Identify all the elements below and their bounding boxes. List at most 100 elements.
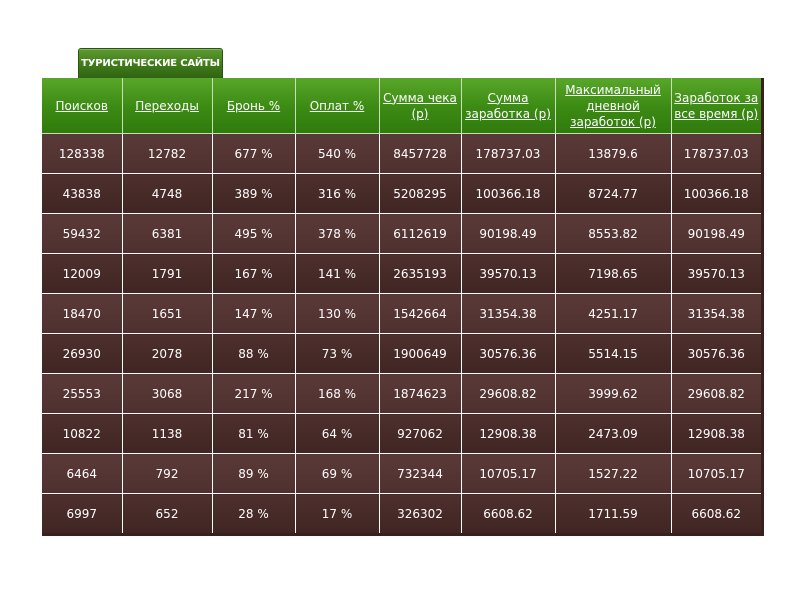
table-cell-booking-percent: 88 %: [212, 333, 296, 374]
table-cell-max-daily-earnings: 1711.59: [555, 493, 672, 533]
table-cell-payment-percent: 540 %: [295, 133, 380, 174]
table-cell-clicks: 792: [122, 453, 213, 494]
table-cell-total-earnings: 6608.62: [671, 493, 761, 533]
table-cell-payment-percent: 17 %: [295, 493, 380, 533]
table-cell-searches: 43838: [42, 173, 123, 214]
table-cell-total-earnings: 100366.18: [671, 173, 761, 214]
table-cell-earnings-sum: 29608.82: [461, 373, 556, 414]
table-cell-earnings-sum: 31354.38: [461, 293, 556, 334]
table-cell-booking-percent: 81 %: [212, 413, 296, 454]
table-row: 128338 12782 677 % 540 % 8457728 178737.03 138…: [42, 133, 761, 174]
table-cell-booking-percent: 217 %: [212, 373, 296, 414]
table-cell-earnings-sum: 10705.17: [461, 453, 556, 494]
table-cell-searches: 10822: [42, 413, 123, 454]
column-header-searches[interactable]: Поисков: [42, 78, 123, 134]
table-cell-total-earnings: 178737.03: [671, 133, 761, 174]
table-cell-max-daily-earnings: 13879.6: [555, 133, 672, 174]
table-body: 128338 12782 677 % 540 % 8457728 178737.03 138…: [42, 133, 761, 533]
table-cell-booking-percent: 677 %: [212, 133, 296, 174]
table-cell-check-sum: 8457728: [379, 133, 462, 174]
table-cell-check-sum: 927062: [379, 413, 462, 454]
table-cell-check-sum: 2635193: [379, 253, 462, 294]
column-header-check-sum[interactable]: Сумма чека (р): [379, 78, 462, 134]
table-cell-payment-percent: 130 %: [295, 293, 380, 334]
table-cell-max-daily-earnings: 5514.15: [555, 333, 672, 374]
table-cell-earnings-sum: 12908.38: [461, 413, 556, 454]
table-row: 6997 652 28 % 17 % 326302 6608.62 1711.59 6608.…: [42, 493, 761, 533]
table-cell-max-daily-earnings: 7198.65: [555, 253, 672, 294]
table-cell-max-daily-earnings: 4251.17: [555, 293, 672, 334]
column-header-max-daily-earnings[interactable]: Максимальный дневной заработок (р): [555, 78, 672, 134]
stats-table-container: Поисков Переходы Бронь % Оплат % Сумма ч…: [42, 78, 764, 536]
column-header-earnings-sum[interactable]: Сумма заработка (р): [461, 78, 556, 134]
table-cell-clicks: 1138: [122, 413, 213, 454]
table-cell-booking-percent: 147 %: [212, 293, 296, 334]
table-row: 26930 2078 88 % 73 % 1900649 30576.36 5514.15 3…: [42, 333, 761, 374]
table-cell-check-sum: 6112619: [379, 213, 462, 254]
table-cell-earnings-sum: 178737.03: [461, 133, 556, 174]
table-cell-check-sum: 1874623: [379, 373, 462, 414]
table-row: 10822 1138 81 % 64 % 927062 12908.38 2473.09 12…: [42, 413, 761, 454]
table-cell-max-daily-earnings: 2473.09: [555, 413, 672, 454]
column-header-booking-percent[interactable]: Бронь %: [212, 78, 296, 134]
table-cell-searches: 18470: [42, 293, 123, 334]
table-cell-total-earnings: 29608.82: [671, 373, 761, 414]
table-cell-earnings-sum: 90198.49: [461, 213, 556, 254]
table-cell-clicks: 12782: [122, 133, 213, 174]
table-cell-earnings-sum: 6608.62: [461, 493, 556, 533]
table-cell-clicks: 2078: [122, 333, 213, 374]
table-cell-max-daily-earnings: 3999.62: [555, 373, 672, 414]
table-cell-payment-percent: 141 %: [295, 253, 380, 294]
table-row: 6464 792 89 % 69 % 732344 10705.17 1527.22 1070…: [42, 453, 761, 494]
table-cell-earnings-sum: 39570.13: [461, 253, 556, 294]
table-cell-total-earnings: 12908.38: [671, 413, 761, 454]
table-cell-clicks: 652: [122, 493, 213, 533]
table-cell-payment-percent: 316 %: [295, 173, 380, 214]
table-row: 12009 1791 167 % 141 % 2635193 39570.13 7198.6…: [42, 253, 761, 294]
table-cell-clicks: 6381: [122, 213, 213, 254]
column-header-total-earnings[interactable]: Заработок за все время (р): [671, 78, 761, 134]
table-cell-clicks: 1791: [122, 253, 213, 294]
table-cell-check-sum: 1900649: [379, 333, 462, 374]
tab-tourist-sites[interactable]: ТУРИСТИЧЕСКИЕ САЙТЫ: [78, 48, 223, 78]
table-cell-check-sum: 732344: [379, 453, 462, 494]
table-cell-max-daily-earnings: 1527.22: [555, 453, 672, 494]
table-cell-searches: 12009: [42, 253, 123, 294]
table-cell-payment-percent: 64 %: [295, 413, 380, 454]
table-cell-check-sum: 5208295: [379, 173, 462, 214]
table-cell-check-sum: 1542664: [379, 293, 462, 334]
table-cell-booking-percent: 167 %: [212, 253, 296, 294]
table-cell-booking-percent: 389 %: [212, 173, 296, 214]
table-cell-booking-percent: 28 %: [212, 493, 296, 533]
table-cell-searches: 26930: [42, 333, 123, 374]
table-cell-booking-percent: 89 %: [212, 453, 296, 494]
table-row: 59432 6381 495 % 378 % 6112619 90198.49 8553.8…: [42, 213, 761, 254]
column-header-payment-percent[interactable]: Оплат %: [295, 78, 380, 134]
table-cell-total-earnings: 31354.38: [671, 293, 761, 334]
table-cell-total-earnings: 30576.36: [671, 333, 761, 374]
table-cell-total-earnings: 10705.17: [671, 453, 761, 494]
stats-table: Поисков Переходы Бронь % Оплат % Сумма ч…: [42, 78, 761, 533]
table-cell-clicks: 4748: [122, 173, 213, 214]
table-row: 25553 3068 217 % 168 % 1874623 29608.82 3999.6…: [42, 373, 761, 414]
table-cell-payment-percent: 69 %: [295, 453, 380, 494]
table-cell-searches: 25553: [42, 373, 123, 414]
table-header-row: Поисков Переходы Бронь % Оплат % Сумма ч…: [42, 78, 761, 134]
column-header-clicks[interactable]: Переходы: [122, 78, 213, 134]
table-cell-payment-percent: 73 %: [295, 333, 380, 374]
table-cell-payment-percent: 378 %: [295, 213, 380, 254]
table-cell-earnings-sum: 30576.36: [461, 333, 556, 374]
table-cell-booking-percent: 495 %: [212, 213, 296, 254]
table-cell-total-earnings: 90198.49: [671, 213, 761, 254]
table-cell-total-earnings: 39570.13: [671, 253, 761, 294]
table-cell-payment-percent: 168 %: [295, 373, 380, 414]
table-cell-searches: 128338: [42, 133, 123, 174]
table-row: 18470 1651 147 % 130 % 1542664 31354.38 4251.1…: [42, 293, 761, 334]
table-cell-max-daily-earnings: 8724.77: [555, 173, 672, 214]
table-cell-max-daily-earnings: 8553.82: [555, 213, 672, 254]
table-cell-check-sum: 326302: [379, 493, 462, 533]
table-cell-searches: 6464: [42, 453, 123, 494]
table-cell-clicks: 1651: [122, 293, 213, 334]
table-cell-earnings-sum: 100366.18: [461, 173, 556, 214]
table-cell-clicks: 3068: [122, 373, 213, 414]
